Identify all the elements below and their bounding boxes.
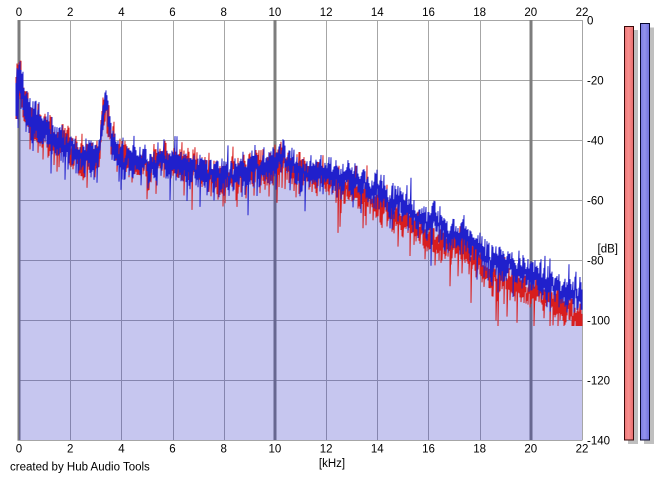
svg-text:6: 6	[169, 7, 175, 19]
svg-text:[dB]: [dB]	[598, 244, 618, 256]
svg-text:18: 18	[473, 444, 486, 456]
svg-text:22: 22	[576, 444, 589, 456]
svg-text:8: 8	[220, 7, 226, 19]
svg-text:2: 2	[67, 7, 73, 19]
svg-text:0: 0	[16, 7, 22, 19]
svg-text:[kHz]: [kHz]	[319, 458, 345, 470]
svg-text:14: 14	[371, 444, 384, 456]
svg-text:8: 8	[220, 444, 226, 456]
svg-text:18: 18	[473, 7, 486, 19]
svg-text:-80: -80	[587, 256, 604, 268]
svg-text:4: 4	[118, 444, 125, 456]
svg-text:2: 2	[67, 444, 73, 456]
svg-text:4: 4	[118, 7, 125, 19]
svg-text:-120: -120	[587, 376, 610, 388]
svg-text:-20: -20	[587, 76, 604, 88]
svg-text:12: 12	[320, 7, 333, 19]
svg-text:16: 16	[422, 7, 435, 19]
svg-text:22: 22	[576, 7, 589, 19]
svg-text:-40: -40	[587, 136, 604, 148]
svg-text:0: 0	[16, 444, 22, 456]
svg-text:12: 12	[320, 444, 333, 456]
svg-text:-100: -100	[587, 316, 610, 328]
svg-text:-140: -140	[587, 436, 610, 448]
svg-text:14: 14	[371, 7, 384, 19]
svg-text:20: 20	[524, 7, 537, 19]
svg-text:created by Hub Audio Tools: created by Hub Audio Tools	[10, 462, 150, 474]
svg-text:0: 0	[587, 16, 593, 28]
svg-text:20: 20	[524, 444, 537, 456]
svg-text:10: 10	[269, 7, 282, 19]
svg-text:-60: -60	[587, 196, 604, 208]
svg-text:10: 10	[269, 444, 282, 456]
svg-text:16: 16	[422, 444, 435, 456]
svg-text:6: 6	[169, 444, 175, 456]
